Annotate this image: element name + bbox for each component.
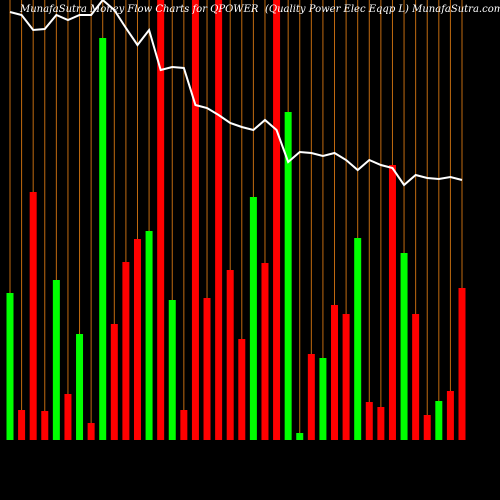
bar <box>446 391 454 440</box>
bar <box>238 339 246 440</box>
bar <box>99 38 107 440</box>
bar <box>180 410 188 440</box>
bar <box>400 253 408 440</box>
bar <box>122 262 130 440</box>
bar <box>145 231 153 440</box>
lines <box>9 0 463 187</box>
bar <box>249 197 257 440</box>
bar <box>331 305 339 440</box>
bar <box>261 263 269 440</box>
bar <box>377 407 385 440</box>
bar <box>6 293 14 440</box>
bar <box>29 192 37 440</box>
bar <box>365 402 373 440</box>
bar <box>388 165 396 440</box>
bar <box>157 0 165 440</box>
bar <box>87 423 95 440</box>
bar <box>412 314 420 440</box>
bar <box>342 314 350 440</box>
bar <box>110 324 118 440</box>
bar <box>307 354 315 440</box>
bar <box>18 410 26 440</box>
bar <box>284 112 292 440</box>
bar <box>191 0 199 440</box>
bar <box>354 238 362 440</box>
bar <box>215 0 223 440</box>
bar <box>296 433 304 440</box>
bar <box>133 239 141 440</box>
bar <box>226 270 234 440</box>
bars <box>6 0 466 440</box>
chart-subtitle: (Quality Power Elec Eqqp L) MunafaSutra.… <box>265 4 500 15</box>
bar <box>41 411 49 440</box>
price-line <box>9 0 463 187</box>
bar <box>203 298 211 440</box>
bar <box>423 415 431 440</box>
bar <box>168 300 176 440</box>
bar <box>64 394 72 440</box>
chart-title: MunafaSutra Money Flow Charts for QPOWER <box>19 4 259 15</box>
bar <box>435 401 443 440</box>
bar <box>76 334 84 440</box>
bar <box>458 288 466 440</box>
bar <box>319 358 327 440</box>
bar <box>273 0 281 440</box>
bar <box>52 280 60 440</box>
